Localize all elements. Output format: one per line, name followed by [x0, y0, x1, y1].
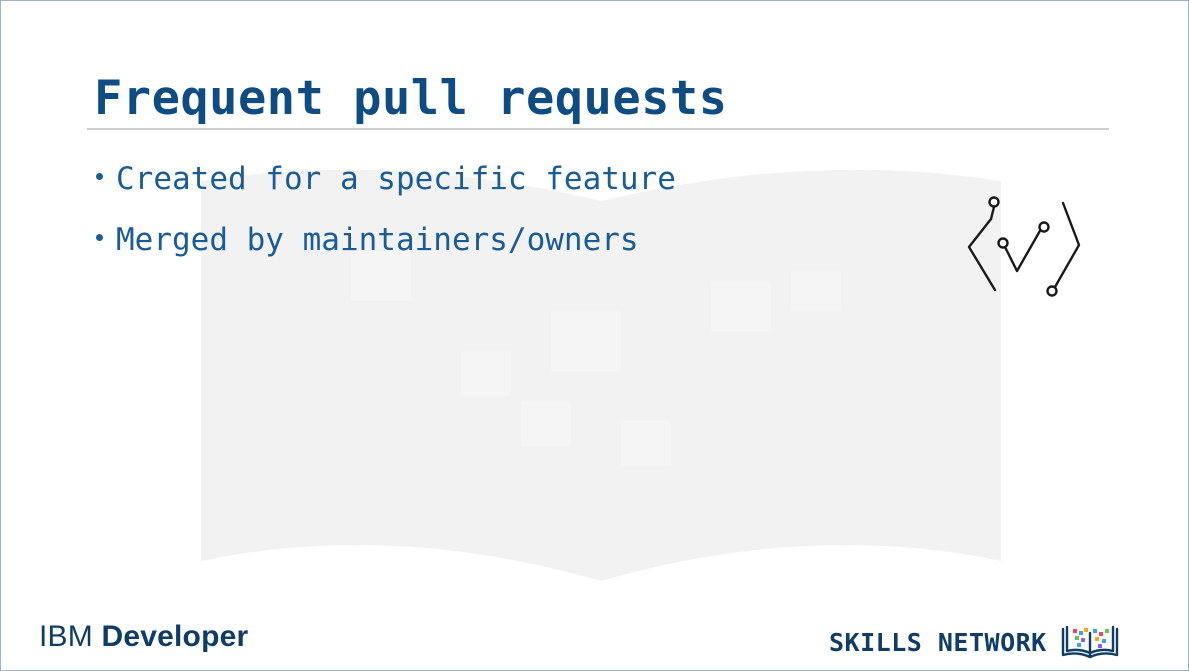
bullet-dot-icon — [96, 173, 103, 180]
ibm-logo-text: IBM — [39, 620, 93, 653]
bullet-dot-icon — [96, 234, 103, 241]
skills-network-logo: SKILLS NETWORK — [829, 623, 1121, 661]
skills-network-text: SKILLS NETWORK — [829, 627, 1047, 657]
title-divider — [87, 128, 1109, 130]
ibm-developer-logo: IBM Developer — [39, 620, 248, 654]
bullet-list: Created for a specific feature Merged by… — [96, 161, 676, 283]
slide-title: Frequent pull requests — [94, 71, 728, 126]
bullet-text: Merged by maintainers/owners — [116, 222, 639, 258]
bullet-text: Created for a specific feature — [116, 161, 676, 197]
bullet-item: Merged by maintainers/owners — [96, 222, 676, 283]
code-check-icon — [967, 196, 1081, 297]
book-network-watermark-icon — [201, 169, 1001, 581]
bullet-item: Created for a specific feature — [96, 161, 676, 222]
book-pixels-icon — [1061, 625, 1118, 659]
developer-logo-text: Developer — [101, 620, 249, 653]
